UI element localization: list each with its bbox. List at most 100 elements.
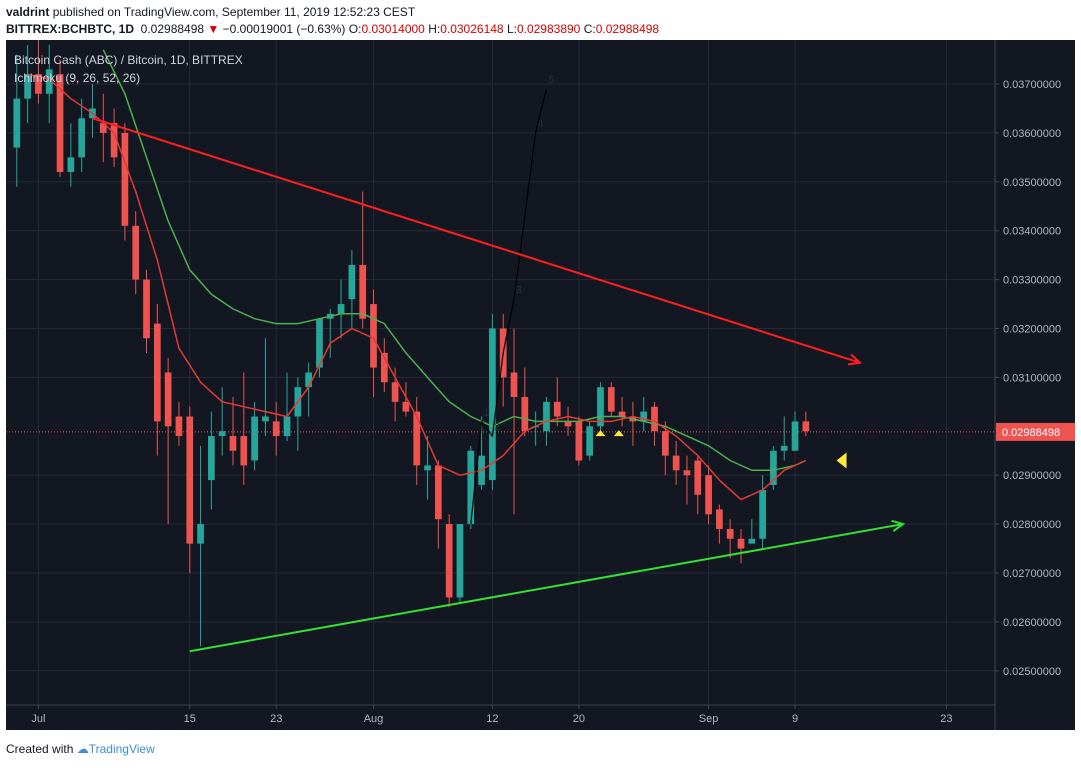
price-tick-label: 0.02700000 xyxy=(1003,568,1061,580)
triangle-marker-icon xyxy=(595,430,606,437)
candle-body xyxy=(575,421,583,461)
price-axis[interactable] xyxy=(995,40,1075,730)
candle-body xyxy=(672,455,680,471)
ichimoku-layer xyxy=(27,49,807,501)
candle xyxy=(132,211,140,295)
price-tick-label: 0.02600000 xyxy=(1003,617,1061,629)
candle xyxy=(791,411,799,451)
candle-body xyxy=(175,416,183,437)
candle xyxy=(380,338,388,393)
candle xyxy=(110,108,118,168)
candle xyxy=(24,44,31,124)
candle-body xyxy=(445,524,453,598)
candle-body xyxy=(110,123,118,158)
candle-body xyxy=(229,436,237,451)
wave-label: 1 xyxy=(484,407,490,418)
candle-body xyxy=(197,524,204,544)
candle xyxy=(240,372,248,485)
candle-body xyxy=(35,74,42,94)
candle-body xyxy=(586,426,594,456)
candle xyxy=(672,440,680,485)
candle xyxy=(45,44,53,124)
price-change: −0.00019001 (−0.63%) xyxy=(222,22,346,36)
candle-body xyxy=(240,436,248,466)
candle xyxy=(445,514,453,608)
triangle-marker-icon xyxy=(613,430,624,437)
wave-label: 4 xyxy=(538,119,544,130)
candle-body xyxy=(208,436,215,481)
candle-body xyxy=(683,470,691,476)
tenkan-line xyxy=(27,73,807,501)
candle xyxy=(618,396,626,427)
candle-body xyxy=(726,528,734,539)
candle xyxy=(272,401,280,456)
price-tick-label: 0.02800000 xyxy=(1003,519,1061,531)
candle xyxy=(716,504,723,544)
trendline-lower xyxy=(189,523,904,653)
price-tick-label: 0.03400000 xyxy=(1003,226,1061,238)
wave-count-layer: 12 3 4 5 xyxy=(470,75,554,525)
candle xyxy=(748,519,756,544)
candle xyxy=(208,411,215,510)
candle xyxy=(705,465,712,525)
open-label: O: xyxy=(348,22,362,36)
candle-body xyxy=(24,74,31,99)
close-label: C: xyxy=(583,22,596,36)
price-tick-label: 0.03200000 xyxy=(1003,323,1061,335)
candle xyxy=(489,313,496,490)
candle-body xyxy=(434,465,442,520)
candle-body xyxy=(543,401,550,432)
time-tick-label: 20 xyxy=(573,713,585,725)
candle xyxy=(434,460,442,549)
candle xyxy=(218,387,226,456)
candle xyxy=(510,328,518,515)
candle-body xyxy=(651,406,658,432)
candle xyxy=(597,382,604,437)
candle-body xyxy=(67,157,75,173)
price-tick-label: 0.03300000 xyxy=(1003,275,1061,287)
candle xyxy=(164,357,172,525)
kijun-line xyxy=(102,49,807,472)
candle-body xyxy=(218,431,226,437)
candle-body xyxy=(553,401,561,417)
candle-body xyxy=(661,431,669,456)
candle xyxy=(575,416,583,466)
price-tick-label: 0.02500000 xyxy=(1003,666,1061,678)
candle-body xyxy=(759,489,766,539)
candle xyxy=(402,382,410,417)
current-price-marker-icon xyxy=(836,452,847,469)
candle xyxy=(456,524,464,603)
price-tick-label: 0.03100000 xyxy=(1003,372,1061,384)
candle-body xyxy=(348,264,356,300)
quote-line: BITTREX:BCHBTC, 1D 0.02988498 ▼ −0.00019… xyxy=(6,22,659,36)
candle xyxy=(316,318,323,378)
candle-body xyxy=(510,372,518,397)
candle-body xyxy=(251,416,258,461)
price-tick-label: 0.03500000 xyxy=(1003,177,1061,189)
candle xyxy=(56,59,64,177)
candle xyxy=(348,250,356,329)
footer: Created with ☁TradingView xyxy=(6,742,155,756)
close-value: 0.02988498 xyxy=(595,22,660,36)
low-label: L: xyxy=(506,22,517,36)
candle-body xyxy=(272,421,280,437)
candle-body xyxy=(424,465,431,471)
candle-body xyxy=(121,132,129,226)
tradingview-brand[interactable]: TradingView xyxy=(88,742,155,756)
candle-body xyxy=(780,445,788,451)
candle xyxy=(197,445,204,647)
candle-body xyxy=(456,524,464,598)
wave-label: 5 xyxy=(548,75,554,86)
open-value: 0.03014000 xyxy=(361,22,425,36)
candle-body xyxy=(153,323,161,422)
tradingview-logo-icon: ☁ xyxy=(76,742,89,756)
candle xyxy=(521,367,529,437)
candle xyxy=(694,455,702,515)
trend-arrows-layer xyxy=(92,117,906,653)
candle-body xyxy=(467,450,475,525)
candle xyxy=(759,475,766,549)
candle xyxy=(802,411,810,437)
wave-count-line xyxy=(470,88,547,525)
author-name[interactable]: valdrint xyxy=(6,5,50,19)
